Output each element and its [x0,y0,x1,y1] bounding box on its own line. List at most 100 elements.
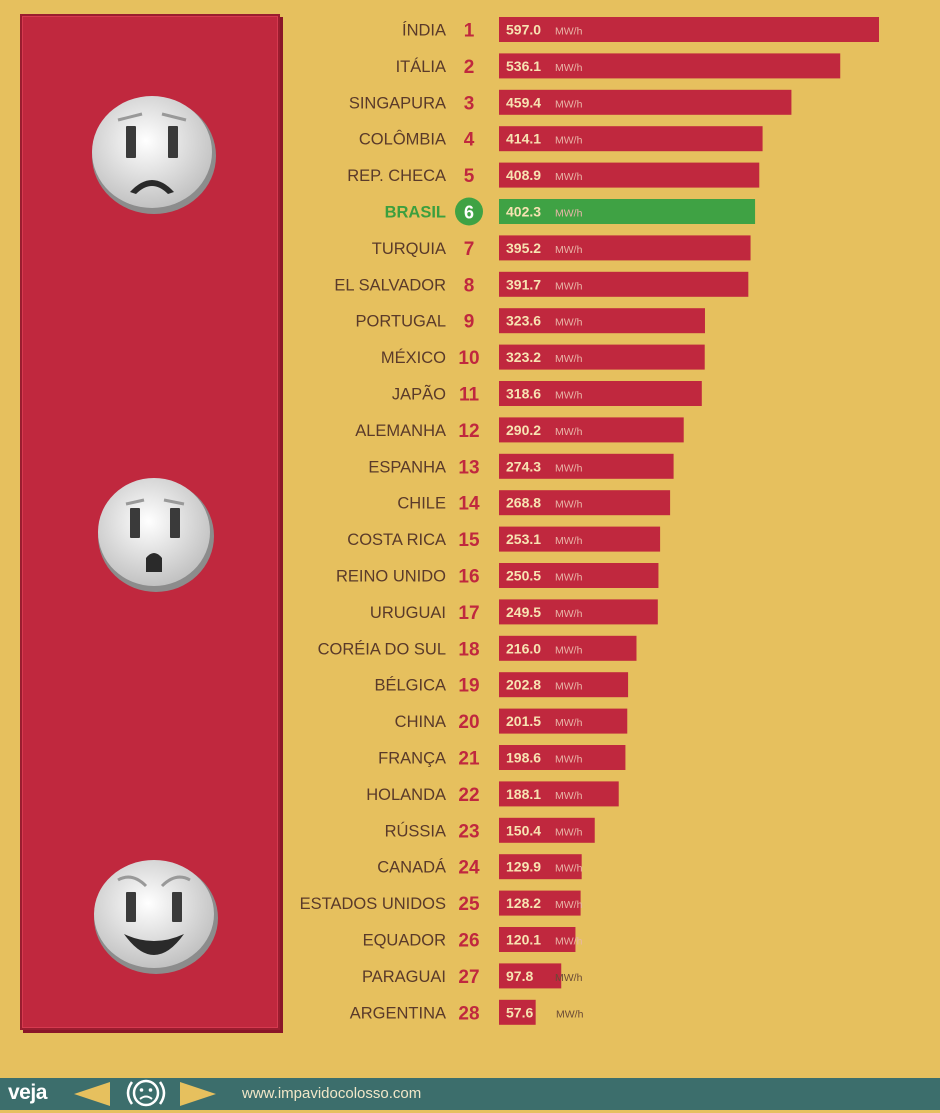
country-label: CHINA [395,713,446,731]
data-bar [499,708,628,734]
data-bar [499,745,626,770]
unit-label: MW/h [555,135,583,147]
rank-number: 13 [458,457,479,478]
footer-bar: veja www.impavidocolosso.com [0,1076,940,1110]
data-bar [499,490,671,516]
unit-label: MW/h [555,208,583,220]
rank-number: 6 [464,203,474,223]
prev-arrow-icon[interactable] [74,1082,110,1106]
unit-label: MW/h [555,826,583,838]
next-arrow-icon[interactable] [180,1082,216,1106]
value-label: 536.1 [506,58,541,74]
data-bar [499,344,705,370]
value-label: 323.6 [506,313,541,329]
rank-number: 14 [458,494,480,515]
unit-label: MW/h [555,790,583,802]
unit-label: MW/h [555,754,583,766]
unit-label: MW/h [555,171,583,183]
unit-label: MW/h [555,681,583,693]
data-bar [499,526,661,552]
value-label: 290.2 [506,422,541,438]
country-label: REINO UNIDO [336,568,446,586]
value-label: 323.2 [506,349,541,365]
value-label: 120.1 [506,932,541,948]
country-label: EQUADOR [363,932,447,950]
value-label: 459.4 [506,94,541,110]
rank-number: 5 [464,166,475,187]
value-label: 414.1 [506,131,541,147]
highlight-rank-badge [455,197,483,226]
ranking-bar-chart: ÍNDIA 1 597.0 MW/h ITÁLIA 2 536.1 MW/h SINGAPURA… [300,17,879,1025]
value-label: 408.9 [506,167,541,183]
rank-number: 12 [458,421,479,442]
country-label: JAPÃO [392,384,446,404]
data-bar [499,199,756,224]
value-label: 128.2 [506,895,541,911]
data-bar [499,53,841,79]
country-label: CORÉIA DO SUL [318,639,446,658]
value-label: 253.1 [506,531,541,547]
rank-number: 22 [458,785,479,806]
value-label: 216.0 [506,640,541,656]
data-bar [499,927,576,952]
country-label: ARGENTINA [350,1004,446,1022]
value-label: 202.8 [506,677,541,693]
unit-label: MW/h [556,1008,584,1020]
value-label: 249.5 [506,604,541,620]
data-bar [499,999,536,1025]
unit-label: MW/h [555,353,583,365]
unit-label: MW/h [555,317,583,329]
site-url[interactable]: www.impavidocolosso.com [242,1085,422,1102]
country-label: PARAGUAI [362,968,446,986]
data-bar [499,563,659,588]
sad-outlet-icon [22,82,282,222]
value-label: 150.4 [506,822,541,838]
rank-number: 20 [458,712,479,733]
value-label: 402.3 [506,204,541,220]
value-label: 391.7 [506,276,541,292]
unit-label: MW/h [555,972,583,984]
rank-number: 16 [458,567,479,588]
unit-label: MW/h [555,62,583,74]
rank-number: 15 [458,530,480,551]
rank-number: 19 [458,676,479,697]
country-label: HOLANDA [366,786,446,804]
country-label: RÚSSIA [385,821,446,840]
data-bar [499,235,751,261]
rank-number: 11 [459,385,480,406]
surprised-outlet-icon [22,462,282,602]
rank-number: 3 [464,93,475,114]
unit-label: MW/h [555,717,583,729]
unit-label: MW/h [555,863,583,875]
data-bar [499,308,705,334]
data-bar [499,381,702,406]
rank-number: 4 [464,130,475,151]
data-bar [499,271,749,297]
value-label: 268.8 [506,495,541,511]
country-label: ALEMANHA [355,422,446,440]
data-bar [499,781,619,807]
data-bar [499,854,582,880]
data-bar [499,890,581,916]
value-label: 57.6 [506,1004,533,1020]
rank-number: 2 [464,57,475,78]
data-bar [499,453,674,479]
data-bar [499,89,792,115]
value-label: 250.5 [506,568,541,584]
data-bar [499,126,763,152]
data-bar [499,963,562,989]
data-bar [499,599,658,625]
country-label: TURQUIA [372,240,446,258]
brand-logo[interactable]: veja [8,1081,47,1104]
country-label: MÉXICO [381,348,446,367]
rank-number: 28 [458,1003,479,1024]
country-label: COSTA RICA [347,531,446,549]
value-label: 201.5 [506,713,541,729]
sad-face-icon[interactable] [118,1078,174,1108]
value-label: 274.3 [506,458,541,474]
rank-number: 1 [464,21,475,42]
country-label: ÍNDIA [402,21,446,40]
unit-label: MW/h [555,98,583,110]
unit-label: MW/h [555,26,583,38]
unit-label: MW/h [555,644,583,656]
